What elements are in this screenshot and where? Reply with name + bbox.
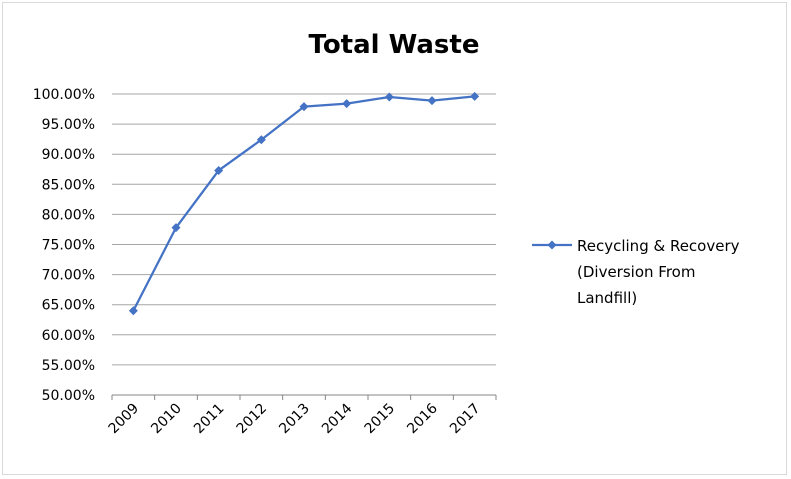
x-axis xyxy=(111,394,497,400)
chart-frame xyxy=(2,2,787,475)
data-point-marker xyxy=(384,92,394,102)
x-tick-label: 2010 xyxy=(148,401,185,438)
y-tick-label: 95.00% xyxy=(42,117,95,133)
data-point-marker xyxy=(214,165,224,175)
x-tick-label: 2012 xyxy=(234,401,271,438)
gridlines xyxy=(112,93,496,396)
y-tick-label: 65.00% xyxy=(42,298,95,314)
legend-label: Recycling & Recovery xyxy=(577,237,740,255)
x-tick-label: 2016 xyxy=(404,400,441,437)
y-tick-label: 85.00% xyxy=(42,177,95,193)
y-tick-label: 90.00% xyxy=(42,147,95,163)
y-tick-label: 80.00% xyxy=(42,207,95,223)
x-tick-label: 2014 xyxy=(319,400,356,437)
chart-title: Total Waste xyxy=(309,30,480,60)
data-point-marker xyxy=(256,135,266,145)
series-line xyxy=(132,95,475,312)
legend-marker xyxy=(547,240,557,250)
x-tick-label: 2009 xyxy=(106,401,143,438)
series-group xyxy=(128,91,480,316)
y-tick-label: 75.00% xyxy=(42,238,95,254)
x-tick-label: 2011 xyxy=(191,401,228,438)
y-tick-label: 100.00% xyxy=(33,87,95,103)
y-tick-label: 70.00% xyxy=(42,268,95,284)
x-tick-label: 2017 xyxy=(447,401,484,438)
x-tick-label: 2015 xyxy=(362,401,399,438)
data-point-marker xyxy=(342,99,352,109)
data-point-marker xyxy=(128,306,138,316)
legend-label: (Diversion From xyxy=(577,263,695,281)
data-point-marker xyxy=(171,223,181,233)
legend: Recycling & Recovery (Diversion From Landf… xyxy=(532,237,740,307)
y-tick-label: 60.00% xyxy=(42,328,95,344)
data-point-marker xyxy=(470,91,480,101)
x-tick-label: 2013 xyxy=(276,401,313,438)
data-point-marker xyxy=(427,96,437,106)
y-tick-label: 50.00% xyxy=(42,388,95,404)
x-axis-tick-labels: 2009 2010 2011 2012 2013 2014 2015 2016 2017 xyxy=(106,400,484,437)
legend-label: Landfill) xyxy=(577,289,637,307)
y-axis-tick-labels: 50.00% 55.00% 60.00% 65.00% 70.00% 75.00% 80.0… xyxy=(33,87,95,404)
y-tick-label: 55.00% xyxy=(42,358,95,374)
data-point-marker xyxy=(299,102,309,112)
